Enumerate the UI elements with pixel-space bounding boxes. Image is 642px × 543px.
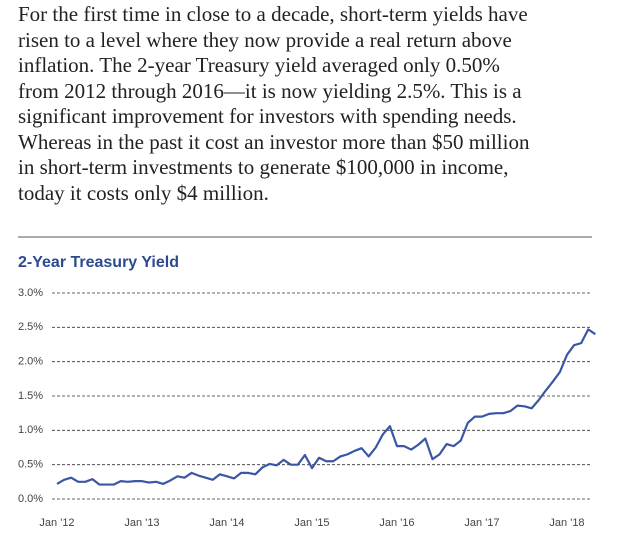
y-tick-label: 1.5% (18, 390, 43, 402)
paragraph-line: Whereas in the past it cost an investor … (18, 129, 530, 154)
y-tick-label: 0.5% (18, 459, 43, 471)
paragraph-line: For the first time in close to a decade,… (18, 2, 528, 26)
x-tick-label: Jan '16 (379, 517, 414, 529)
paragraph-line: in short-term investments to generate $1… (18, 155, 509, 179)
x-tick-label: Jan '15 (294, 517, 329, 529)
chart-title: 2-Year Treasury Yield (18, 254, 179, 271)
x-tick-label: Jan '14 (209, 517, 244, 529)
paragraph: For the first time in close to a decade,… (18, 2, 529, 206)
paragraph-line: inflation. The 2-year Treasury yield ave… (18, 53, 500, 77)
paragraph-line: risen to a level where they now provide … (18, 27, 512, 52)
series-line (56, 328, 596, 486)
y-tick-label: 3.0% (18, 287, 43, 299)
paragraph-line: from 2012 through 2016—it is now yieldin… (18, 78, 522, 103)
x-tick-label: Jan '12 (39, 517, 74, 529)
y-tick-label: 2.5% (18, 321, 43, 333)
y-tick-label: 2.0% (18, 356, 43, 368)
paragraph-line: significant improvement for investors wi… (18, 104, 517, 128)
y-tick-label: 0.0% (18, 493, 43, 505)
y-tick-label: 1.0% (18, 424, 43, 436)
x-tick-label: Jan '18 (549, 517, 584, 529)
x-tick-label: Jan '17 (464, 517, 499, 529)
x-tick-label: Jan '13 (124, 517, 159, 529)
paragraph-line: today it costs only $4 million. (18, 180, 269, 205)
